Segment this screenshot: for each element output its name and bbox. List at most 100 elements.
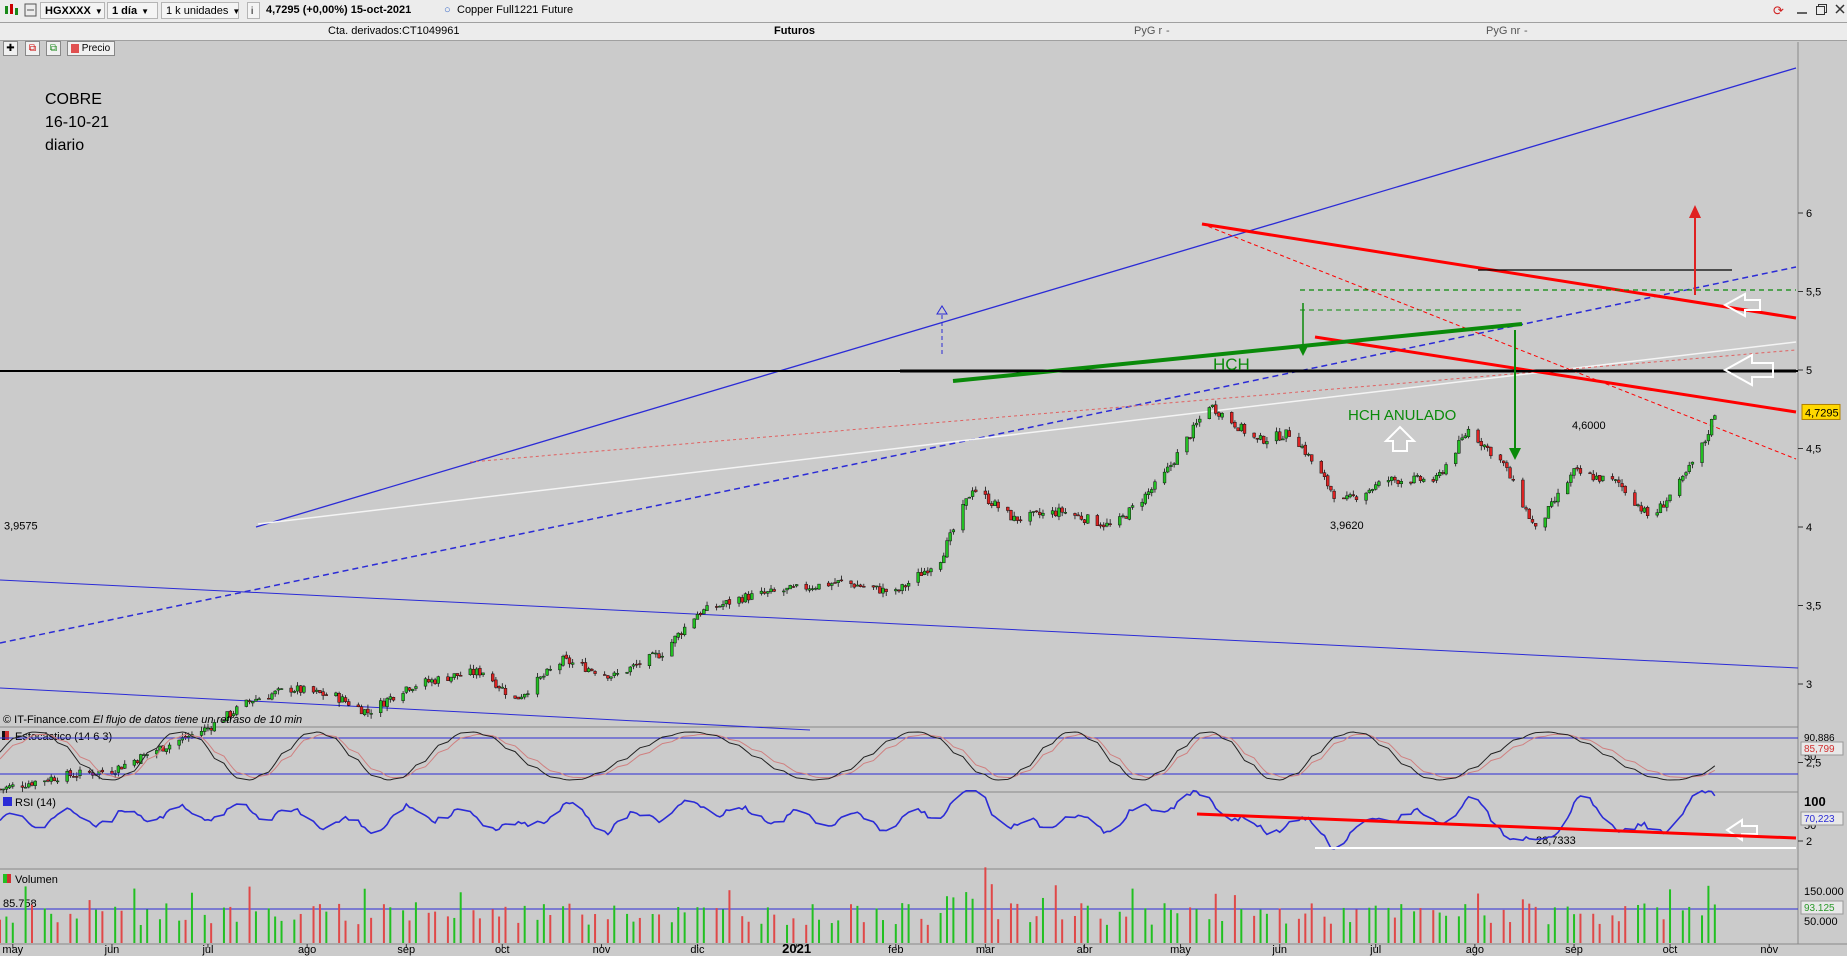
volume-bar — [523, 905, 526, 943]
volume-bar — [939, 912, 942, 943]
candle-body — [1124, 516, 1128, 519]
candle-body — [676, 632, 680, 638]
candle-body — [1287, 430, 1291, 437]
candle-body — [1591, 473, 1595, 481]
volume-bar — [75, 918, 78, 943]
candle-body — [871, 585, 876, 588]
volume-bar — [536, 919, 539, 943]
volume-bar — [1265, 913, 1268, 943]
candle-body — [692, 618, 696, 629]
volume-bar — [1329, 923, 1332, 943]
candle-body — [718, 605, 722, 608]
chevron-down-icon: ▼ — [232, 7, 241, 16]
candle-body — [1511, 478, 1515, 481]
candle-body — [235, 706, 239, 715]
candle-body — [919, 572, 924, 576]
chevron-down-icon: ▼ — [94, 7, 103, 16]
units-dropdown[interactable]: 1 k unidades ▼ — [161, 2, 241, 19]
candle-body — [222, 720, 226, 723]
candle-body — [737, 596, 741, 604]
volume-bar — [1009, 903, 1012, 943]
chart-type-icon[interactable] — [3, 2, 21, 19]
symbol-dropdown[interactable]: HGXXXX ▼ — [40, 2, 105, 19]
candle-body — [1543, 517, 1547, 528]
volume-bar — [402, 910, 405, 943]
arrow-up-icon — [1689, 205, 1701, 218]
candle-body — [929, 568, 933, 573]
units-value: 1 k unidades — [166, 5, 229, 17]
x-tick-label: jun — [1271, 944, 1287, 956]
volume-bar — [1297, 918, 1300, 943]
candle-body — [990, 503, 994, 506]
candle-body — [1703, 441, 1707, 444]
volume-bar — [357, 924, 360, 943]
candle-body — [471, 668, 476, 675]
minimize-icon[interactable] — [1796, 2, 1808, 19]
rsi-line — [0, 789, 1716, 850]
candle-body — [68, 770, 73, 776]
volume-bar — [568, 903, 571, 943]
candle-body — [1575, 467, 1579, 470]
volume-bar — [1214, 893, 1217, 943]
candle-body — [1262, 435, 1266, 444]
volume-bar — [632, 921, 635, 943]
volume-bar — [728, 890, 731, 943]
candle-body — [244, 699, 248, 707]
candle-body — [804, 583, 808, 590]
volume-bar — [997, 919, 1000, 943]
candle-body — [1498, 454, 1503, 461]
volume-bar — [1176, 913, 1179, 943]
candle-body — [1345, 495, 1349, 500]
volume-bar — [805, 924, 808, 943]
volume-bar — [312, 906, 315, 943]
candle-body — [7, 785, 12, 789]
candle-body — [1281, 438, 1285, 441]
candle-body — [302, 686, 306, 693]
candle-body — [382, 700, 386, 707]
volume-bar — [856, 905, 859, 943]
volume-bar — [389, 907, 392, 943]
long-channel-line-1 — [0, 579, 1799, 669]
candle-body — [75, 776, 79, 778]
candle-body — [593, 671, 597, 674]
futures-tab[interactable]: Futuros — [774, 25, 815, 37]
period-dropdown[interactable]: 1 día ▼ — [107, 2, 158, 19]
volume-bar — [146, 909, 149, 943]
candle-body — [1642, 507, 1647, 513]
candle-body — [1588, 472, 1592, 475]
candle-body — [433, 679, 437, 685]
candle-body — [1370, 489, 1375, 492]
candle-body — [807, 588, 812, 591]
candle-body — [1342, 497, 1346, 500]
candle-body — [1613, 479, 1618, 481]
price-legend-button[interactable]: Precio — [67, 41, 115, 56]
candle-body — [1207, 407, 1211, 420]
candle-body — [516, 696, 520, 700]
copyright-notice: © IT-Finance.com El flujo de datos tiene… — [3, 714, 302, 726]
candle-body — [385, 698, 389, 707]
volume-bar — [1041, 897, 1044, 943]
refresh-icon[interactable]: ⟳ — [1773, 3, 1784, 18]
overlay-tool-icon[interactable]: ⧉ — [46, 41, 61, 56]
crosshair-tool-icon[interactable]: ✚ — [3, 41, 18, 56]
y-tick-label: 5,5 — [1806, 287, 1821, 299]
link-icon[interactable] — [24, 2, 38, 19]
candle-body — [1188, 437, 1192, 439]
compare-tool-icon[interactable]: ⧉ — [25, 41, 40, 56]
candle-body — [427, 679, 431, 683]
vol-value-box — [1800, 900, 1844, 915]
candle-body — [1198, 418, 1202, 423]
info-icon[interactable]: i — [247, 2, 260, 19]
candle-body — [1709, 419, 1714, 436]
pyg-nr-value: - — [1524, 25, 1528, 37]
volume-bar — [747, 921, 750, 943]
volume-bar — [254, 911, 257, 943]
volume-bar — [69, 913, 72, 943]
candle-body — [500, 686, 504, 689]
y-tick-label: 6 — [1806, 208, 1812, 220]
close-icon[interactable] — [1834, 2, 1846, 19]
arrow-left-icon — [1722, 353, 1774, 387]
restore-icon[interactable] — [1815, 2, 1827, 19]
candle-body — [1390, 476, 1394, 481]
